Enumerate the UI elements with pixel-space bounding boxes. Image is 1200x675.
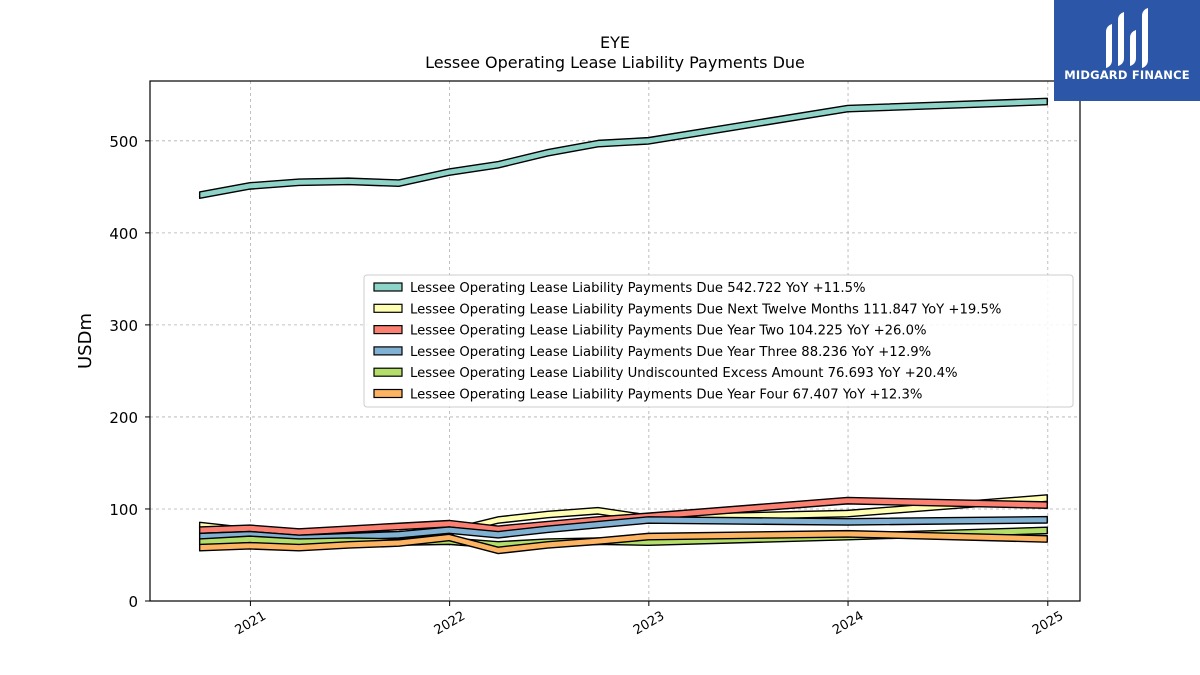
series-ribbon <box>198 97 1048 200</box>
y-tick-label: 500 <box>109 133 138 151</box>
x-tick-label: 2021 <box>233 609 269 639</box>
x-tick-label: 2025 <box>1030 609 1066 639</box>
y-tick-label: 200 <box>109 409 138 427</box>
series-ribbon <box>198 496 1048 536</box>
plot-frame <box>149 80 1081 602</box>
legend-entry: Lessee Operating Lease Liability Undisco… <box>410 366 958 381</box>
brand-logo: MIDGARD FINANCE <box>1054 0 1200 101</box>
legend-swatch <box>373 282 403 292</box>
legend <box>363 274 1074 408</box>
legend-entry: Lessee Operating Lease Liability Payment… <box>410 281 866 296</box>
legend-swatch <box>373 367 403 377</box>
legend-swatch <box>373 303 403 313</box>
x-tick-label: 2023 <box>631 609 667 639</box>
brand-name: MIDGARD FINANCE <box>1064 68 1190 82</box>
legend-swatch <box>373 346 403 356</box>
x-tick-label: 2024 <box>830 609 866 639</box>
legend-entry: Lessee Operating Lease Liability Payment… <box>410 302 1001 317</box>
legend-entry: Lessee Operating Lease Liability Payment… <box>410 345 931 360</box>
series-ribbon <box>198 529 1048 555</box>
legend-swatch <box>373 325 403 335</box>
legend-entry: Lessee Operating Lease Liability Payment… <box>410 388 922 403</box>
legend-entry: Lessee Operating Lease Liability Payment… <box>410 324 927 339</box>
y-tick-label: 100 <box>109 501 138 519</box>
y-axis-label: USDm <box>75 313 96 369</box>
x-tick-label: 2022 <box>432 609 468 639</box>
legend-swatch <box>373 388 403 399</box>
chart-subtitle: Lessee Operating Lease Liability Payment… <box>425 53 805 72</box>
midgard-m-logo-icon <box>1106 8 1148 68</box>
chart-title: EYE <box>600 33 630 52</box>
y-tick-label: 400 <box>109 225 138 243</box>
y-tick-label: 0 <box>128 593 138 611</box>
y-tick-label: 300 <box>109 317 138 335</box>
